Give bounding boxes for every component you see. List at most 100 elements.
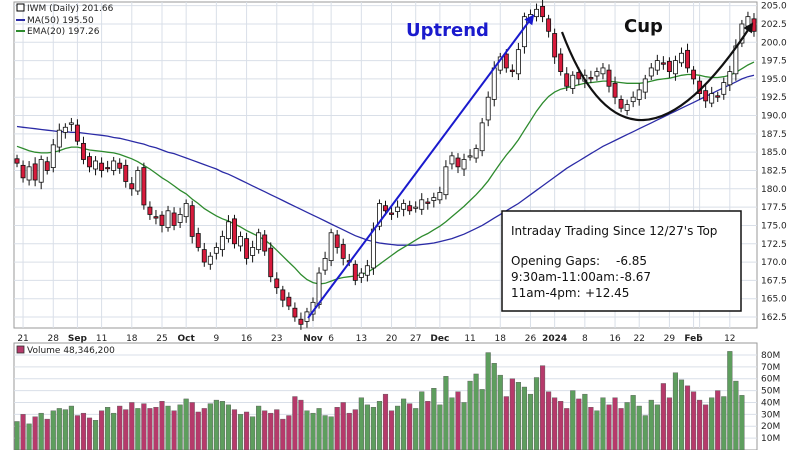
volume-legend-swatch: [16, 345, 25, 354]
candle-body: [461, 159, 467, 170]
candle-body: [32, 163, 38, 181]
candle: [165, 205, 171, 232]
candle-body: [642, 78, 648, 93]
candle-body: [431, 197, 437, 201]
candle: [328, 228, 334, 267]
candle: [467, 149, 473, 161]
date-tick-label: Nov: [303, 334, 323, 344]
candle-body: [407, 205, 413, 212]
volume-tick-label: 20M: [761, 422, 780, 432]
candle-body: [213, 247, 219, 254]
cup-curve: [560, 22, 754, 122]
volume-bar: [165, 405, 171, 450]
candle: [14, 154, 20, 168]
candle: [685, 43, 690, 73]
candle-body: [624, 104, 630, 111]
candle-body: [99, 162, 105, 171]
candle-body: [26, 166, 32, 181]
volume-bar: [533, 377, 540, 450]
volume-bar: [395, 405, 401, 450]
date-tick-label: 20: [386, 334, 398, 344]
candle-body: [280, 289, 286, 301]
volume-bar: [739, 395, 745, 450]
date-tick-label: 11: [464, 334, 475, 344]
candle-body: [503, 53, 509, 69]
candle: [666, 57, 672, 78]
candle-body: [443, 166, 449, 196]
date-tick-label: 9: [213, 334, 219, 344]
candle-body: [570, 74, 576, 89]
candle-body: [600, 67, 606, 75]
price-tick-label: 187.5: [761, 130, 787, 140]
candle: [709, 86, 715, 108]
price-tick-label: 167.5: [761, 276, 787, 286]
volume-bar: [225, 404, 231, 450]
candle: [232, 214, 237, 249]
volume-bar: [74, 415, 80, 450]
candle: [407, 200, 413, 215]
candle: [50, 139, 56, 173]
candle-body: [437, 192, 443, 201]
volume-bar: [642, 415, 648, 450]
candle-body: [449, 155, 455, 165]
volume-bar: [262, 410, 268, 450]
volume-bar: [171, 410, 177, 450]
volume-bar: [20, 414, 26, 450]
volume-bar: [630, 395, 636, 450]
candle: [425, 197, 431, 210]
info-box-title: Intraday Trading Since 12/27's Top: [511, 224, 717, 238]
candle: [534, 3, 539, 22]
candle-body: [455, 157, 461, 168]
candlestick-series: [14, 0, 757, 330]
volume-bar: [546, 391, 552, 450]
volume-bar: [449, 397, 455, 450]
volume-bar: [479, 389, 485, 450]
date-tick-label: 29: [664, 334, 676, 344]
candle-body: [383, 205, 388, 212]
date-tick-label: 21: [17, 334, 28, 344]
volume-bar: [219, 401, 225, 450]
date-tick-label: 13: [356, 334, 367, 344]
volume-bar: [310, 412, 316, 450]
date-tick-label: 12: [724, 334, 735, 344]
volume-bar: [183, 398, 189, 450]
candle: [340, 238, 346, 266]
candle: [129, 177, 135, 196]
candle-body: [606, 69, 612, 87]
volume-bar: [14, 421, 20, 450]
volume-bar: [195, 411, 201, 450]
candle-body: [703, 90, 709, 102]
info-row-value-morning: -8.67: [620, 270, 651, 284]
cup-label: Cup: [624, 16, 663, 37]
candle: [600, 63, 606, 80]
date-tick-label: Dec: [430, 334, 449, 344]
candle-body: [68, 122, 74, 125]
candle-body: [20, 164, 26, 179]
candle: [443, 160, 449, 200]
price-tick-label: 177.5: [761, 203, 787, 213]
volume-bar: [594, 410, 600, 450]
volume-bar: [606, 404, 612, 450]
candle-body: [618, 99, 624, 109]
volume-bar: [135, 408, 141, 450]
date-tick-label: 18: [126, 334, 138, 344]
volume-bar: [99, 410, 105, 450]
volume-bar: [437, 404, 443, 450]
candle: [449, 151, 455, 170]
date-tick-label: 25: [156, 334, 167, 344]
volume-bar: [86, 417, 93, 450]
candle: [618, 95, 624, 113]
volume-bar: [703, 404, 709, 450]
candle-body: [630, 96, 636, 103]
candle: [256, 228, 262, 254]
candle: [213, 242, 219, 260]
volume-bar: [425, 401, 431, 450]
candle: [588, 70, 594, 83]
volume-bar: [213, 399, 219, 450]
candle-body: [256, 232, 262, 251]
volume-bar: [280, 418, 286, 450]
volume-bar: [111, 412, 117, 450]
candle: [32, 157, 38, 187]
candle-body: [685, 49, 690, 69]
candle-body: [721, 82, 727, 95]
